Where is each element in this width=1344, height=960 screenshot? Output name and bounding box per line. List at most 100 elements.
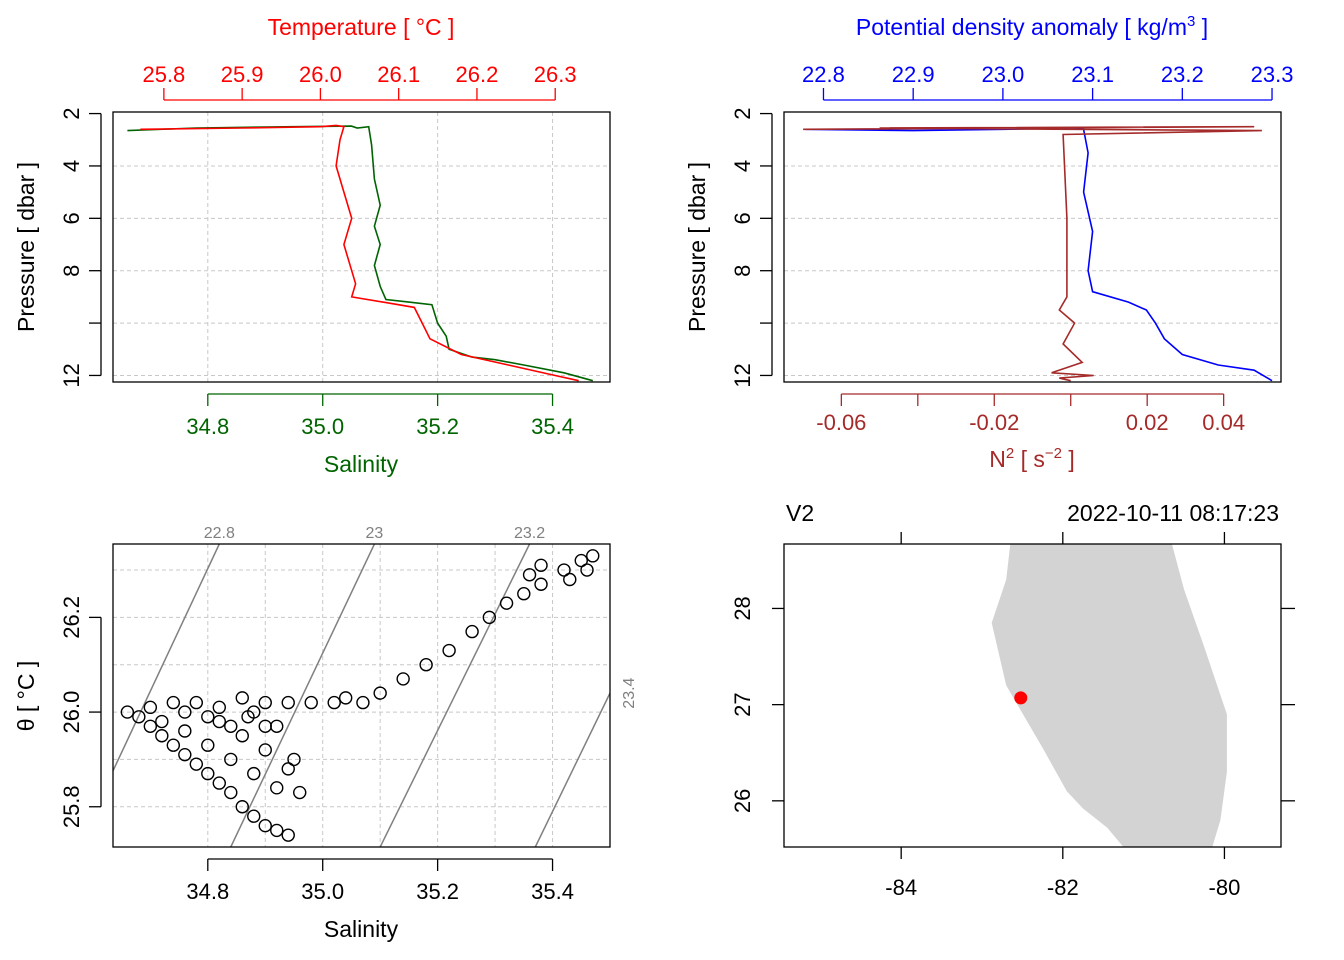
map-station	[1014, 691, 1028, 705]
p3-bottom-tick-label: 35.2	[416, 879, 459, 904]
p3-bottom-tick-label: 35.0	[301, 879, 344, 904]
ts-point	[212, 714, 226, 729]
N2-line	[803, 125, 1262, 382]
ts-point	[396, 672, 410, 686]
ts-point	[293, 785, 307, 800]
ts-point	[281, 762, 295, 776]
density-title-end: ]	[1195, 14, 1208, 40]
p4-bottom-tick-label: -80	[1209, 875, 1241, 900]
ts-point	[563, 572, 577, 587]
ts-point	[270, 719, 284, 733]
ts-point	[201, 766, 215, 781]
salinity-axis: 34.8 35.0 35.2 35.4	[186, 393, 574, 439]
p1-frame	[112, 111, 611, 383]
ts-point	[442, 643, 456, 658]
p2-top-tick-label: 23.2	[1161, 62, 1204, 87]
station-time: 2022-10-11 08:17:23	[1067, 500, 1279, 526]
p1-bottom-tick-label: 35.2	[416, 414, 459, 439]
density-title-text: Potential density anomaly [ kg/m	[856, 14, 1187, 40]
ts-point	[419, 658, 433, 672]
p1-left-tick-label: 6	[59, 212, 84, 224]
isopycnal-line	[534, 692, 610, 847]
ts-point	[258, 695, 272, 710]
temperature-line	[140, 124, 579, 382]
ts-point	[327, 695, 341, 710]
ts-point	[270, 781, 284, 795]
p2-left-tick-label: 8	[730, 265, 755, 277]
map-top-ticks	[900, 532, 1226, 544]
p3-points	[120, 549, 600, 842]
p1-grid	[113, 112, 610, 382]
ts-point	[201, 738, 215, 752]
ts-point	[189, 757, 204, 771]
ts-point	[522, 568, 537, 582]
n2-title-end: ]	[1062, 446, 1075, 472]
p2-left-tick-label: 2	[730, 107, 755, 119]
ts-point	[465, 624, 479, 639]
ts-point	[287, 752, 301, 767]
ts-point	[574, 553, 588, 568]
p2-bottom-tick-label: 0.02	[1126, 410, 1169, 435]
p1-left-tick-label: 2	[59, 107, 84, 119]
ts-point	[155, 729, 169, 743]
p4-frame	[783, 543, 1282, 848]
ts-point	[258, 743, 272, 757]
ts-point	[132, 710, 146, 724]
ts-point	[212, 700, 226, 715]
p1-left-tick-label: 4	[59, 160, 84, 172]
ts-point	[258, 818, 272, 833]
panel-ts-diagram: 22.8 23 23.2 23.4 34.8 35.0 35.2 35.4 25.8 26.0…	[13, 525, 638, 942]
ts-point	[247, 705, 261, 719]
ts-point	[247, 809, 261, 823]
ts-point	[166, 695, 181, 710]
ts-point	[178, 724, 192, 738]
p1-bottom-tick-label: 35.4	[531, 414, 574, 439]
pressure-axis-title: Pressure [ dbar ]	[13, 162, 39, 332]
density-title-sup: 3	[1187, 13, 1195, 30]
station-name: V2	[786, 500, 814, 526]
p3-bottom-tick-label: 35.4	[531, 879, 574, 904]
p2-top-tick-label: 22.8	[802, 62, 845, 87]
p1-series	[127, 124, 594, 382]
p3-bottom-tick-label: 34.8	[186, 879, 229, 904]
isopycnal-label: 23	[366, 525, 384, 542]
ts-xlabel: Salinity	[324, 916, 399, 942]
ts-point	[304, 695, 318, 710]
ts-point	[356, 695, 370, 710]
ts-point	[178, 747, 192, 762]
ts-point	[224, 752, 238, 767]
ts-point	[235, 729, 249, 743]
ts-point	[258, 719, 272, 733]
ts-point	[143, 700, 158, 715]
p2-left-tick-label: 12	[730, 363, 755, 387]
ts-point	[482, 610, 497, 625]
p2-top-tick-label: 23.1	[1071, 62, 1114, 87]
p2-left-tick-label: 4	[730, 160, 755, 172]
panel-density-profile: 22.8 22.9 23.0 23.1 23.2 23.3 -0.06 -0.02 0.02 0…	[684, 13, 1293, 472]
longitude-axis: -84 -82 -80	[885, 847, 1240, 900]
isopycnal-label: 23.4	[621, 677, 638, 708]
ts-point	[166, 738, 181, 752]
isopycnal-label: 22.8	[204, 525, 235, 542]
p2-top-tick-label: 23.0	[981, 62, 1024, 87]
ts-salinity-axis: 34.8 35.0 35.2 35.4	[186, 858, 574, 904]
p4-left-tick-label: 26	[730, 789, 755, 813]
p1-top-tick-label: 25.9	[221, 62, 264, 87]
ts-point	[580, 563, 594, 577]
p2-top-tick-label: 23.3	[1251, 62, 1294, 87]
ts-point	[189, 695, 204, 710]
p4-bottom-tick-label: -84	[885, 875, 917, 900]
ts-theta-axis: 25.8 26.0 26.2	[59, 596, 102, 828]
ts-point	[155, 714, 169, 729]
p2-bottom-tick-label: 0.04	[1202, 410, 1245, 435]
isopycnal-line	[379, 544, 531, 847]
ts-point	[270, 823, 284, 838]
temperature-axis: 25.8 25.9 26.0 26.1 26.2 26.3	[142, 62, 577, 101]
ts-point	[281, 828, 295, 842]
n2-title-sup: 2	[1006, 445, 1014, 462]
ts-point	[201, 710, 215, 724]
pressure-axis-title-2: Pressure [ dbar ]	[684, 162, 710, 332]
p3-left-tick-label: 26.2	[59, 596, 84, 639]
p3-grid	[113, 544, 610, 847]
